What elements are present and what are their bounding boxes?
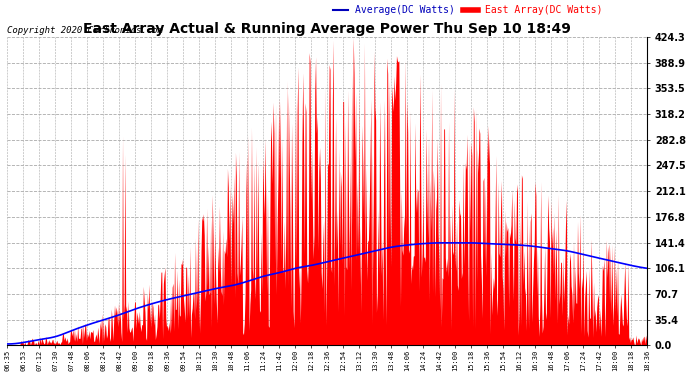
- Text: Copyright 2020 Cartronics.com: Copyright 2020 Cartronics.com: [7, 26, 163, 35]
- Legend: Average(DC Watts), East Array(DC Watts): Average(DC Watts), East Array(DC Watts): [329, 2, 607, 20]
- Title: East Array Actual & Running Average Power Thu Sep 10 18:49: East Array Actual & Running Average Powe…: [83, 22, 571, 36]
